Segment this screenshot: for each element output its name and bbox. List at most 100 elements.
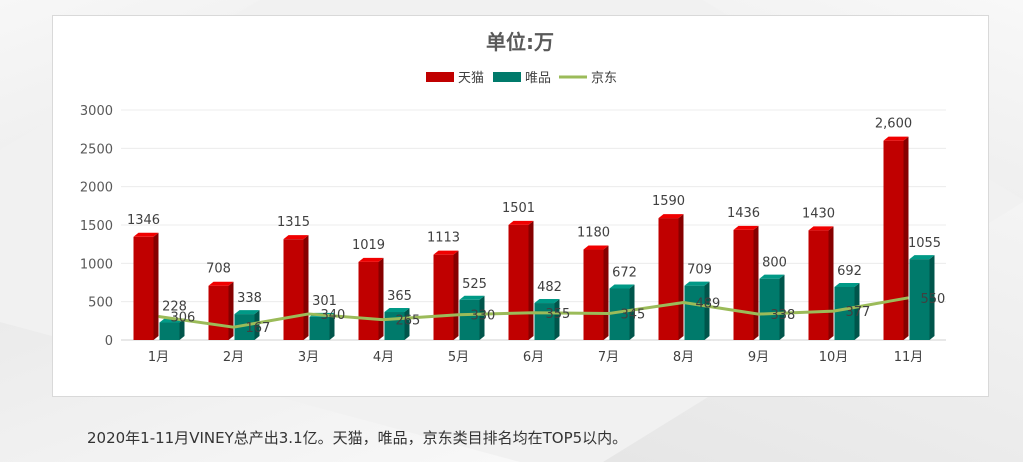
bar-side bbox=[303, 235, 309, 340]
data-label-tmall: 708 bbox=[206, 262, 231, 277]
bar bbox=[358, 261, 379, 340]
data-label-jd: 489 bbox=[696, 297, 721, 312]
data-label-jd: 340 bbox=[321, 308, 346, 323]
legend-swatch bbox=[493, 72, 521, 82]
data-label-tmall: 1436 bbox=[727, 206, 760, 221]
bar-side bbox=[828, 226, 834, 340]
bar-side bbox=[854, 282, 860, 340]
bar-top bbox=[909, 255, 935, 260]
x-tick-label: 5月 bbox=[448, 350, 469, 365]
data-label-tmall: 1346 bbox=[127, 213, 160, 228]
legend-label: 京东 bbox=[591, 71, 617, 86]
bar-side bbox=[378, 257, 384, 340]
bar-side bbox=[753, 225, 759, 340]
bar-side bbox=[329, 312, 335, 340]
x-tick-label: 10月 bbox=[819, 350, 849, 365]
bar bbox=[759, 278, 780, 340]
bar-top bbox=[609, 284, 635, 289]
bar bbox=[508, 224, 529, 340]
data-label-vip: 482 bbox=[537, 280, 562, 295]
x-tick-label: 4月 bbox=[373, 350, 394, 365]
bar bbox=[159, 322, 180, 340]
bar-top bbox=[133, 232, 159, 237]
data-label-vip: 301 bbox=[312, 294, 337, 309]
bar bbox=[658, 218, 679, 340]
data-label-tmall: 1590 bbox=[652, 194, 685, 209]
data-label-jd: 338 bbox=[771, 308, 796, 323]
data-label-tmall: 1430 bbox=[802, 206, 835, 221]
bar-top bbox=[733, 225, 759, 230]
y-tick-label: 2500 bbox=[80, 142, 113, 157]
bar bbox=[283, 239, 304, 340]
bar bbox=[309, 316, 330, 340]
bar-side bbox=[528, 220, 534, 340]
y-tick-label: 0 bbox=[105, 334, 113, 349]
legend-label: 唯品 bbox=[525, 71, 551, 86]
bar-side bbox=[678, 214, 684, 340]
bar bbox=[733, 229, 754, 340]
bar bbox=[609, 288, 630, 340]
data-label-jd: 265 bbox=[396, 314, 421, 329]
bar-top bbox=[534, 299, 560, 304]
x-tick-label: 1月 bbox=[148, 350, 169, 365]
legend-label: 天猫 bbox=[458, 71, 484, 86]
y-tick-label: 2000 bbox=[80, 181, 113, 196]
legend-swatch bbox=[426, 72, 454, 82]
data-label-tmall: 1315 bbox=[277, 215, 310, 230]
bar bbox=[883, 140, 904, 340]
bar-side bbox=[453, 250, 459, 340]
data-label-tmall: 1113 bbox=[427, 231, 460, 246]
bar-side bbox=[704, 281, 710, 340]
data-label-vip: 338 bbox=[237, 291, 262, 306]
data-label-jd: 330 bbox=[471, 309, 496, 324]
y-tick-label: 1000 bbox=[80, 257, 113, 272]
data-label-jd: 306 bbox=[171, 311, 196, 326]
bar-top bbox=[808, 226, 834, 231]
bar-side bbox=[228, 281, 234, 340]
bar bbox=[583, 249, 604, 340]
data-label-jd: 550 bbox=[921, 292, 946, 307]
bar-top bbox=[759, 274, 785, 279]
y-tick-label: 3000 bbox=[80, 104, 113, 119]
data-label-vip: 692 bbox=[837, 264, 862, 279]
x-tick-label: 9月 bbox=[748, 350, 769, 365]
series-line-jd bbox=[158, 296, 909, 329]
bar bbox=[433, 254, 454, 340]
data-label-jd: 345 bbox=[621, 308, 646, 323]
caption: 2020年1-11月VINEY总产出3.1亿。天猫，唯品，京东类目排名均在TOP… bbox=[87, 429, 628, 447]
bar-top bbox=[433, 250, 459, 255]
data-label-vip: 365 bbox=[387, 289, 412, 304]
x-tick-label: 2月 bbox=[223, 350, 244, 365]
data-label-jd: 355 bbox=[546, 307, 571, 322]
bar-side bbox=[179, 318, 185, 340]
data-label-vip: 228 bbox=[162, 300, 187, 315]
bar bbox=[834, 286, 855, 340]
bar-side bbox=[903, 136, 909, 340]
data-label-vip: 1055 bbox=[908, 236, 941, 251]
bar-top bbox=[283, 235, 309, 240]
data-label-vip: 525 bbox=[462, 277, 487, 292]
chart-title: 单位:万 bbox=[486, 30, 554, 54]
bar bbox=[459, 299, 480, 340]
bar-side bbox=[153, 232, 159, 340]
x-tick-label: 8月 bbox=[673, 350, 694, 365]
data-label-vip: 709 bbox=[687, 263, 712, 278]
data-label-jd: 167 bbox=[246, 321, 271, 336]
bar-side bbox=[479, 295, 485, 340]
bar-side bbox=[603, 245, 609, 340]
bar bbox=[133, 236, 154, 340]
chart: 单位:万天猫 唯品 京东 0 500 1000 1500 2000 2500 3000 1346 22… bbox=[80, 30, 946, 365]
bar-top bbox=[459, 295, 485, 300]
bar-top bbox=[384, 308, 410, 313]
data-label-tmall: 1180 bbox=[577, 226, 610, 241]
bar bbox=[208, 285, 229, 340]
data-label-vip: 672 bbox=[612, 265, 637, 280]
x-tick-label: 7月 bbox=[598, 350, 619, 365]
bar-top bbox=[883, 136, 909, 141]
bar-side bbox=[404, 308, 410, 340]
bar bbox=[909, 259, 930, 340]
x-tick-label: 6月 bbox=[523, 350, 544, 365]
data-label-tmall: 1501 bbox=[502, 201, 535, 216]
x-tick-label: 11月 bbox=[894, 350, 924, 365]
bar-top bbox=[208, 281, 234, 286]
